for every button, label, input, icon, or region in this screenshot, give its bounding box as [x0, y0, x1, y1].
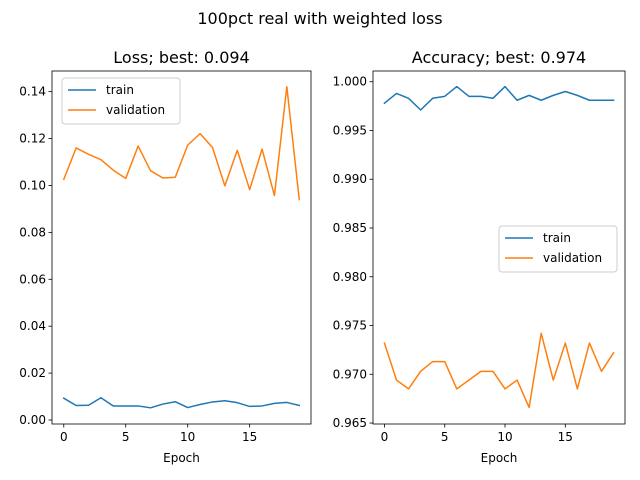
accuracy-y-tick-label: 0.990 [333, 172, 367, 186]
accuracy-legend: train validation [498, 225, 618, 273]
loss-x-tick-label: 10 [180, 430, 195, 444]
accuracy-x-axis-label: Epoch [481, 451, 518, 465]
loss-y-tick-label: 0.14 [19, 85, 46, 99]
loss-x-tick-label: 0 [60, 430, 68, 444]
loss-y-tick-label: 0.00 [19, 413, 46, 427]
accuracy-y-tick-label: 0.975 [333, 319, 367, 333]
loss-legend-label-train: train [106, 83, 134, 97]
accuracy-x-tick-label: 5 [441, 430, 449, 444]
accuracy-y-tick-label: 0.965 [333, 416, 367, 430]
accuracy-axes-frame [372, 70, 626, 425]
accuracy-x-tick-label: 0 [381, 430, 389, 444]
loss-y-tick-label: 0.08 [19, 225, 46, 239]
loss-series-validation-line [62, 85, 301, 201]
loss-panel: Loss; best: 0.094 0 5 10 15 0.00 0.02 0.04 0.06 0… [19, 48, 312, 465]
accuracy-panel: Accuracy; best: 0.974 0 5 10 15 0.965 0.970 0.9… [333, 48, 626, 465]
loss-y-tick-label: 0.06 [19, 272, 46, 286]
accuracy-series-train-line [383, 85, 615, 111]
loss-y-tick-label: 0.04 [19, 319, 46, 333]
loss-legend: train validation [61, 77, 181, 125]
accuracy-y-tick-label: 0.980 [333, 270, 367, 284]
accuracy-x-tick-label: 15 [558, 430, 573, 444]
loss-x-axis-label: Epoch [163, 451, 200, 465]
accuracy-y-tick-label: 0.985 [333, 221, 367, 235]
loss-y-tick-label: 0.02 [19, 366, 46, 380]
loss-x-tick-label: 15 [242, 430, 257, 444]
accuracy-x-tick-label: 10 [497, 430, 512, 444]
accuracy-legend-label-validation: validation [543, 251, 602, 265]
loss-legend-label-validation: validation [106, 103, 165, 117]
loss-chart-title: Loss; best: 0.094 [113, 48, 249, 67]
accuracy-y-tick-label: 1.000 [333, 75, 367, 89]
figure-suptitle: 100pct real with weighted loss [197, 9, 442, 28]
accuracy-series-validation-line [383, 332, 615, 409]
loss-series-train-line [62, 396, 301, 409]
loss-axes-frame [51, 70, 312, 425]
accuracy-chart-title: Accuracy; best: 0.974 [412, 48, 586, 67]
loss-y-tick-label: 0.10 [19, 178, 46, 192]
accuracy-legend-label-train: train [543, 231, 571, 245]
loss-y-tick-label: 0.12 [19, 132, 46, 146]
accuracy-y-tick-label: 0.970 [333, 367, 367, 381]
accuracy-y-tick-label: 0.995 [333, 123, 367, 137]
loss-x-tick-label: 5 [122, 430, 130, 444]
